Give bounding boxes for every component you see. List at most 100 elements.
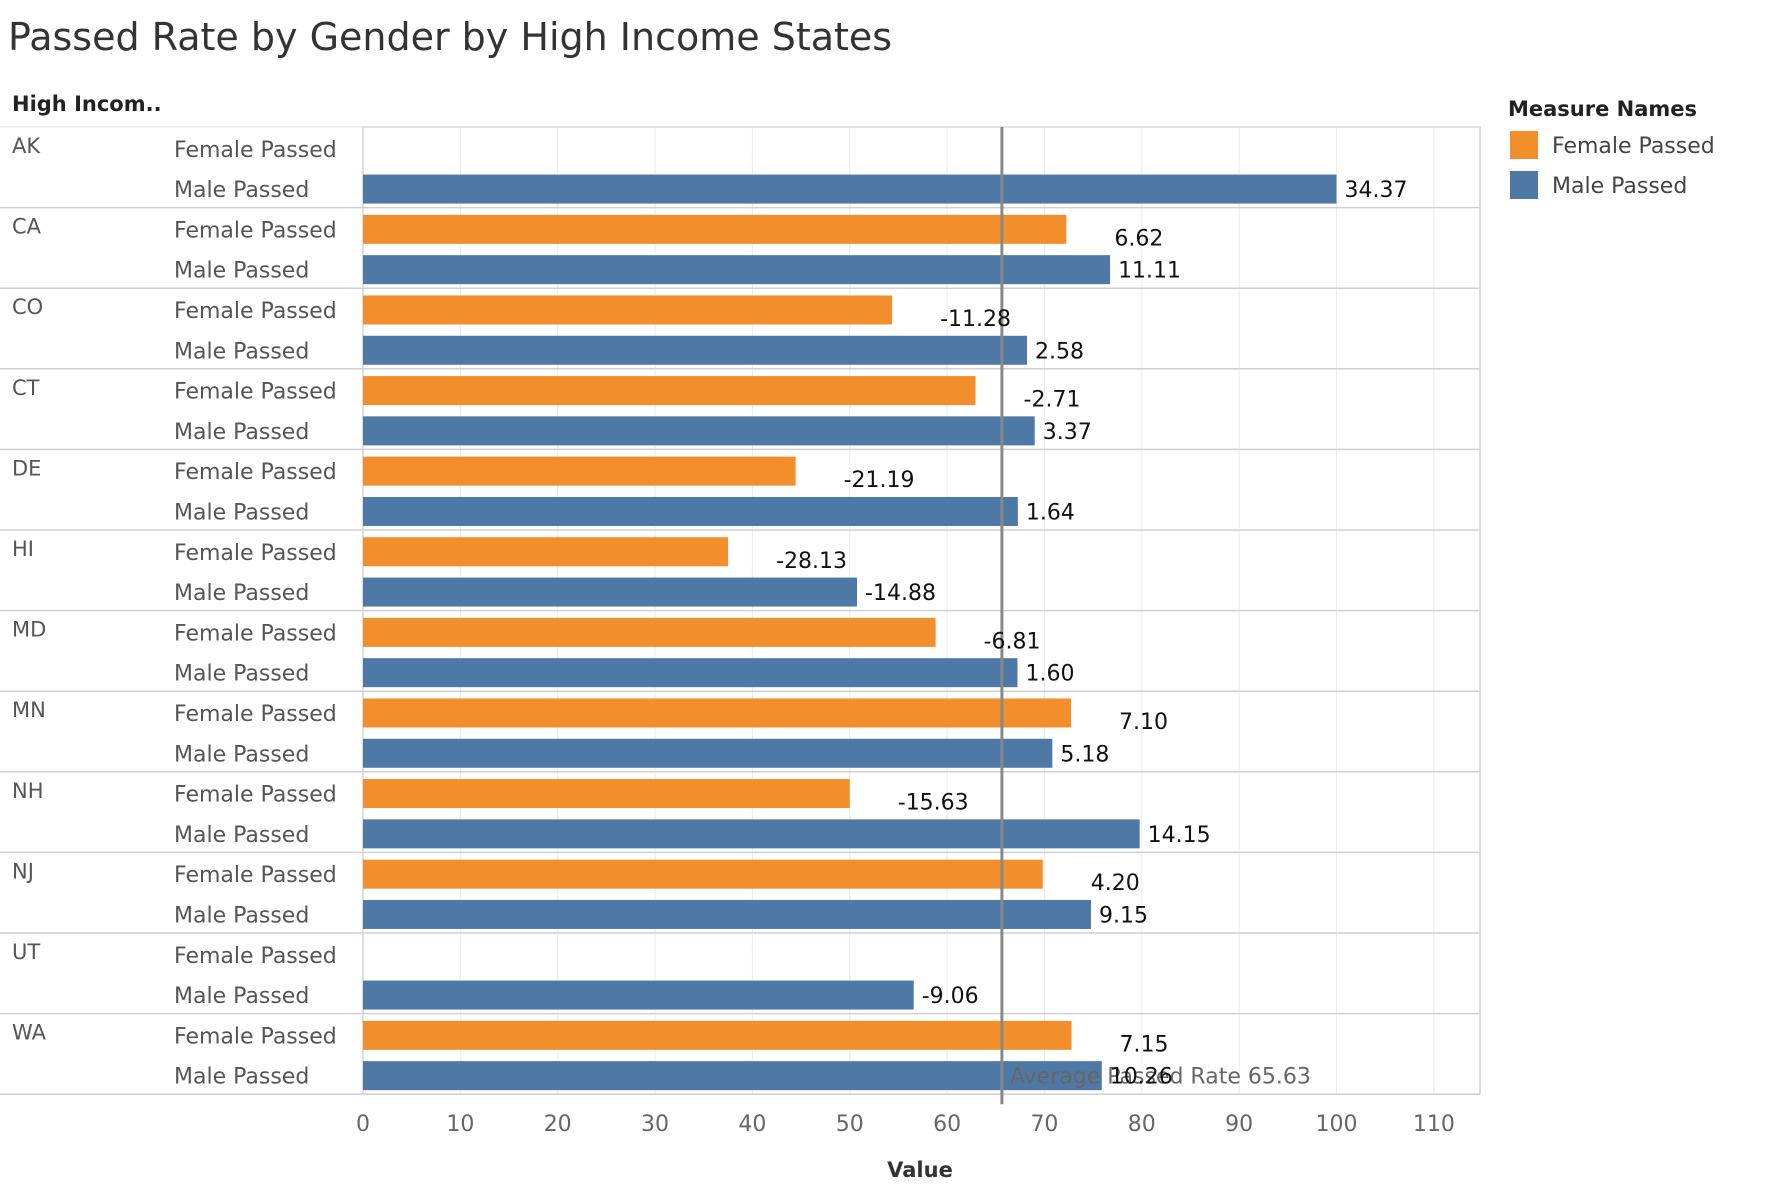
measure-label: Male Passed: [174, 178, 309, 203]
measure-label: Female Passed: [174, 218, 337, 243]
x-axis-ticks: 0 10 20 30 40 50 60 70 80 90 100 110: [356, 1112, 1455, 1137]
data-labels: 6.62 -11.28 -2.71 -21.19 -28.13 -6.81 7.10 -15.…: [776, 178, 1407, 1090]
bar: [363, 416, 1035, 446]
state-label: CO: [12, 295, 43, 319]
bar: [363, 214, 1067, 244]
bar: [363, 658, 1018, 688]
bar: [363, 295, 893, 325]
state-label: CA: [12, 215, 42, 239]
bar: [363, 174, 1337, 204]
bar: [363, 577, 858, 607]
bar: [363, 456, 796, 486]
measure-label: Male Passed: [174, 259, 309, 284]
measure-label: Male Passed: [174, 581, 309, 606]
bar: [363, 899, 1091, 929]
state-label: NH: [12, 779, 44, 803]
data-label: -14.88: [865, 581, 936, 606]
legend-label: Female Passed: [1552, 134, 1715, 159]
measure-label: Male Passed: [174, 984, 309, 1009]
bar: [363, 335, 1028, 365]
data-label: -2.71: [1024, 388, 1081, 413]
x-tick-label: 70: [1030, 1112, 1058, 1137]
x-tick-label: 20: [544, 1112, 572, 1137]
bar: [363, 980, 914, 1010]
data-label: -21.19: [844, 468, 915, 493]
x-tick-label: 100: [1316, 1112, 1358, 1137]
x-tick-label: 50: [836, 1112, 864, 1137]
data-label: 2.58: [1035, 339, 1084, 364]
bar: [363, 376, 976, 406]
data-label: 7.15: [1120, 1032, 1169, 1057]
x-tick-label: 30: [641, 1112, 669, 1137]
data-label: 4.20: [1091, 871, 1140, 896]
measure-label: Male Passed: [174, 662, 309, 687]
measure-label: Female Passed: [174, 621, 337, 646]
data-label: 3.37: [1043, 420, 1092, 445]
x-tick-label: 40: [738, 1112, 766, 1137]
row-separators: [0, 126, 1480, 1095]
row-labels: AK Female Passed Male Passed CA Female Passe…: [12, 134, 337, 1090]
measure-label: Female Passed: [174, 863, 337, 888]
reference-line-group: Average Passed Rate 65.63: [1000, 127, 1311, 1105]
bar: [363, 819, 1140, 849]
state-label: DE: [12, 456, 41, 480]
bar: [363, 537, 729, 567]
data-label: -6.81: [984, 629, 1041, 654]
data-label: 1.60: [1025, 662, 1074, 687]
data-label: 7.10: [1119, 710, 1168, 735]
measure-label: Male Passed: [174, 903, 309, 928]
state-label: UT: [12, 940, 40, 964]
data-label: 14.15: [1148, 823, 1211, 848]
data-label: 11.11: [1118, 259, 1181, 284]
bars: [363, 174, 1337, 1091]
legend: Measure Names Female Passed Male Passed: [1508, 97, 1715, 199]
bar: [363, 779, 850, 809]
x-tick-label: 60: [933, 1112, 961, 1137]
bar: [363, 617, 936, 647]
measure-label: Female Passed: [174, 460, 337, 485]
legend-label: Male Passed: [1552, 174, 1687, 199]
data-label: 10.26: [1110, 1065, 1173, 1090]
bar: [363, 738, 1053, 768]
x-tick-label: 90: [1225, 1112, 1253, 1137]
x-axis-title: Value: [887, 1158, 953, 1182]
data-label: 1.64: [1026, 500, 1075, 525]
state-label: MD: [12, 618, 46, 642]
data-label: 34.37: [1345, 178, 1408, 203]
data-label: -11.28: [940, 307, 1011, 332]
bar: [363, 859, 1043, 889]
measure-label: Male Passed: [174, 339, 309, 364]
chart-title: Passed Rate by Gender by High Income Sta…: [8, 15, 892, 59]
data-label: 9.15: [1099, 903, 1148, 928]
x-tick-label: 0: [356, 1112, 370, 1137]
state-label: AK: [12, 134, 41, 158]
measure-label: Male Passed: [174, 500, 309, 525]
x-tick-label: 10: [446, 1112, 474, 1137]
measure-label: Female Passed: [174, 783, 337, 808]
legend-swatch: [1510, 171, 1538, 199]
x-tick-label: 110: [1413, 1112, 1455, 1137]
measure-label: Female Passed: [174, 702, 337, 727]
state-label: HI: [12, 537, 34, 561]
measure-label: Female Passed: [174, 380, 337, 405]
measure-label: Female Passed: [174, 541, 337, 566]
x-tick-label: 80: [1128, 1112, 1156, 1137]
measure-label: Female Passed: [174, 1024, 337, 1049]
state-label: NJ: [12, 859, 34, 883]
state-label: MN: [12, 698, 46, 722]
measure-label: Male Passed: [174, 823, 309, 848]
measure-label: Male Passed: [174, 420, 309, 445]
data-label: 5.18: [1060, 742, 1109, 767]
bar: [363, 496, 1018, 526]
state-label: CT: [12, 376, 40, 400]
bar: [363, 255, 1111, 285]
measure-label: Female Passed: [174, 138, 337, 163]
measure-label: Male Passed: [174, 1065, 309, 1090]
reference-line-label: Average Passed Rate 65.63: [1010, 1065, 1311, 1090]
bar: [363, 1061, 1102, 1091]
bar: [363, 698, 1072, 728]
measure-label: Female Passed: [174, 944, 337, 969]
state-label: WA: [12, 1021, 47, 1045]
legend-title: Measure Names: [1508, 97, 1697, 121]
